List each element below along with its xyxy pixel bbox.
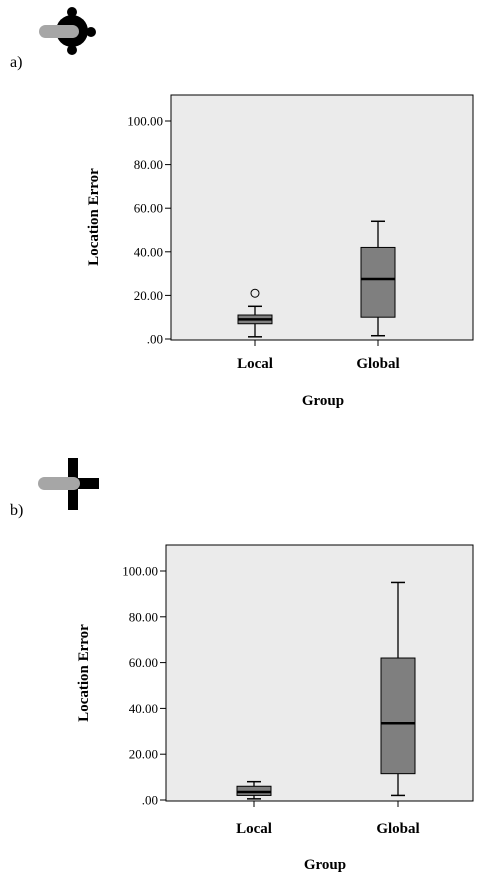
y-tick-label: 20.00 [134, 288, 163, 303]
circular-dot-cluster-with-gray-bar-icon [39, 7, 96, 55]
y-tick-label: 40.00 [129, 701, 158, 716]
box-local [237, 288, 273, 338]
y-tick-label: 40.00 [134, 244, 163, 259]
cross-with-gray-bar-icon [38, 458, 99, 510]
box-local [236, 780, 272, 800]
x-tick-label: Local [236, 821, 272, 837]
panel-a-label: a) [10, 54, 22, 71]
y-tick-label: .00 [142, 793, 158, 808]
y-tick-label: .00 [147, 332, 163, 347]
y-tick-label: 80.00 [129, 609, 158, 624]
panel-b-label: b) [10, 502, 23, 519]
y-tick-label: 20.00 [129, 747, 158, 762]
y-axis-title-a: Location Error [86, 168, 102, 266]
outlier-point [250, 288, 260, 298]
boxplot-b: .00 20.00 40.00 60.00 80.00 100.00 Local Global [122, 564, 419, 838]
y-tick-label: 100.00 [122, 564, 158, 579]
y-tick-label: 60.00 [129, 655, 158, 670]
plot-area-a [170, 94, 474, 341]
box-global [360, 220, 396, 337]
y-axis-title-b: Location Error [76, 624, 92, 722]
x-axis-title-b: Group [304, 857, 346, 873]
y-tick-label: 80.00 [134, 157, 163, 172]
x-tick-label: Local [237, 356, 273, 372]
box-iqr [360, 246, 396, 318]
plot-area-b [165, 544, 474, 802]
box-iqr [380, 657, 416, 775]
box-global [380, 581, 416, 797]
boxplot-a: .00 20.00 40.00 60.00 80.00 100.00 Local Global [127, 114, 399, 373]
x-tick-label: Global [356, 356, 399, 372]
y-tick-label: 100.00 [127, 114, 163, 129]
y-tick-label: 60.00 [134, 201, 163, 216]
x-axis-title-a: Group [302, 393, 344, 409]
x-tick-label: Global [376, 821, 419, 837]
